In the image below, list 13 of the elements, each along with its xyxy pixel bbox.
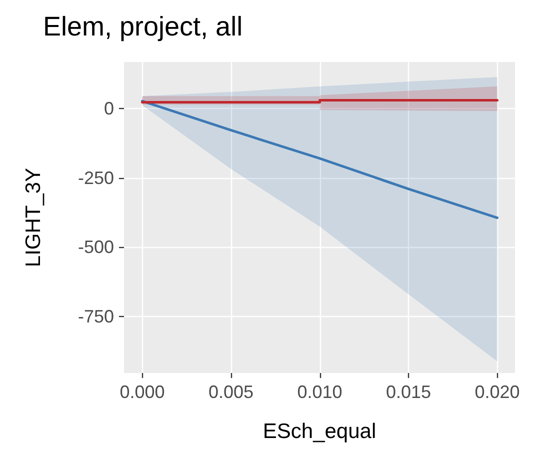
x-tick-label: 0.015 <box>386 382 432 402</box>
y-tick-label: -250 <box>78 168 114 188</box>
line-series <box>141 100 498 220</box>
y-tick-label: 0 <box>104 98 114 119</box>
chart-title: Elem, project, all <box>43 12 243 42</box>
y-tick-label: -750 <box>78 306 114 326</box>
y-tick-label: -500 <box>78 237 114 258</box>
x-tick-label: 0.000 <box>120 382 165 402</box>
x-axis-title: ESch_equal <box>262 420 376 443</box>
x-tick-label: 0.005 <box>208 382 254 402</box>
x-tick-label: 0.010 <box>297 382 342 402</box>
x-tick-label: 0.020 <box>474 382 520 402</box>
y-axis-title: LIGHT_3Y <box>22 168 45 268</box>
